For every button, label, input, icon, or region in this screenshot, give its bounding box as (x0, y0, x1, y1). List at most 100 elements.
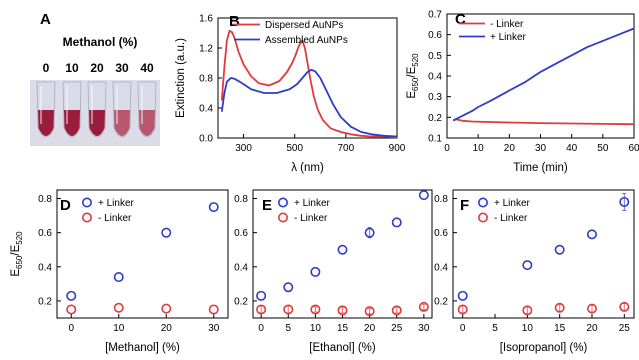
panel-letter: F (460, 197, 469, 214)
tube-liquid (89, 110, 105, 136)
y-tick-label: 0.4 (428, 72, 442, 83)
legend-entry: Assembled AuNPs (265, 35, 348, 46)
y-tick-label: 0.7 (428, 10, 442, 21)
data-point (418, 301, 429, 312)
y-tick-label: 0.4 (38, 262, 52, 273)
x-tick-label: 10 (473, 143, 485, 154)
data-point (391, 305, 402, 316)
x-tick-label: 300 (235, 143, 252, 154)
series-line-2 (452, 27, 635, 122)
panel-e: 0 5 10 15 20 25 30 0.2 0.4 0.6 0.8 E [Ethanol] (%) + … (234, 189, 433, 354)
panel-f: 0 5 10 15 20 25 0.2 0.4 0.6 0.8 F [Isopropanol] (%)… (434, 189, 635, 354)
data-point (619, 301, 630, 312)
data-point (256, 304, 267, 315)
y-tick-label: 0.5 (428, 51, 442, 62)
panel-a: A Methanol (%) 0 10 20 30 40 (30, 11, 160, 146)
x-tick-label: 0 (460, 323, 466, 334)
y-axis-label-part: 520 (411, 53, 420, 67)
data-point (66, 290, 77, 301)
x-tick-label: 20 (161, 323, 173, 334)
data-point (310, 266, 321, 277)
data-point (113, 302, 124, 313)
tube-liquid (38, 110, 54, 136)
y-tick-label: 0.8 (234, 194, 248, 205)
x-tick-label: 15 (554, 323, 566, 334)
panel-d: 0 10 20 30 0.2 0.4 0.6 0.8 D [Methanol] (%) E650/E… (10, 189, 229, 354)
y-tick-label: 0.8 (434, 194, 448, 205)
tube-liquid (64, 110, 80, 136)
panel-letter: A (40, 11, 51, 28)
data-point (310, 304, 321, 315)
x-tick-label: 25 (391, 323, 403, 334)
x-tick-label: 40 (566, 143, 578, 154)
y-tick-label: 0.2 (234, 296, 248, 307)
x-tick-label: 30 (208, 323, 220, 334)
y-tick-label: 0.8 (38, 194, 52, 205)
data-point (337, 244, 348, 255)
y-tick-label: 0.2 (434, 296, 448, 307)
y-axis-label-part: E (10, 269, 22, 277)
x-tick-label: 20 (586, 323, 598, 334)
data-point (586, 229, 597, 240)
legend-entry: + Linker (490, 32, 527, 43)
x-tick-label: 30 (418, 323, 430, 334)
legend-entry: - Linker (98, 213, 132, 224)
data-point (522, 260, 533, 271)
x-tick-label: 50 (597, 143, 609, 154)
data-point (554, 244, 565, 255)
y-axis-label-part: 650 (15, 255, 24, 269)
panel-letter: B (229, 13, 240, 30)
y-tick-label: 0.4 (234, 262, 248, 273)
y-axis-label-part: E (406, 91, 418, 99)
legend-swatch (477, 212, 488, 223)
x-axis-label: Time (min) (513, 162, 568, 174)
legend-swatch (277, 197, 288, 208)
x-tick-label: 700 (338, 143, 355, 154)
data-point (619, 196, 630, 207)
y-tick-label: 0.6 (434, 228, 448, 239)
tube-label: 40 (140, 61, 154, 75)
data-point (66, 304, 77, 315)
x-tick-label: 60 (628, 143, 639, 154)
legend-entry: + Linker (294, 198, 331, 209)
y-tick-label: 0.0 (199, 134, 213, 145)
plot-frame (446, 13, 635, 139)
x-tick-label: 25 (619, 323, 631, 334)
series-line-1 (452, 118, 635, 126)
data-point (283, 304, 294, 315)
x-tick-label: 30 (535, 143, 547, 154)
data-point (256, 290, 267, 301)
panel-letter: D (60, 197, 71, 214)
legend-entry: - Linker (294, 213, 328, 224)
x-axis-label: [Methanol] (%) (105, 342, 180, 354)
tube-label: 0 (43, 61, 50, 75)
data-point (283, 282, 294, 293)
x-tick-label: 20 (364, 323, 376, 334)
legend-swatch (82, 197, 93, 208)
legend-entry: - Linker (490, 19, 524, 30)
y-axis-label: E650/E520 (406, 53, 420, 99)
series-line-2 (220, 68, 398, 138)
plot-frame (452, 189, 635, 319)
x-axis-label: [Isopropanol] (%) (500, 342, 588, 354)
x-tick-label: 15 (337, 323, 349, 334)
data-point (161, 227, 172, 238)
x-tick-label: 900 (389, 143, 406, 154)
panel-letter: E (262, 197, 272, 214)
x-tick-label: 10 (113, 323, 125, 334)
y-axis-label-part: 520 (15, 231, 24, 245)
data-point (457, 290, 468, 301)
legend-entry: + Linker (494, 198, 531, 209)
data-point (161, 303, 172, 314)
data-point (337, 305, 348, 316)
data-point (113, 272, 124, 283)
legend-swatch (477, 197, 488, 208)
y-tick-label: 0.4 (199, 104, 213, 115)
legend-swatch (82, 212, 93, 223)
panel-letter: C (455, 11, 466, 28)
y-tick-label: 1.6 (199, 14, 213, 25)
x-tick-label: 20 (504, 143, 516, 154)
y-axis-label-part: /E (406, 66, 418, 77)
x-tick-label: 0 (68, 323, 74, 334)
